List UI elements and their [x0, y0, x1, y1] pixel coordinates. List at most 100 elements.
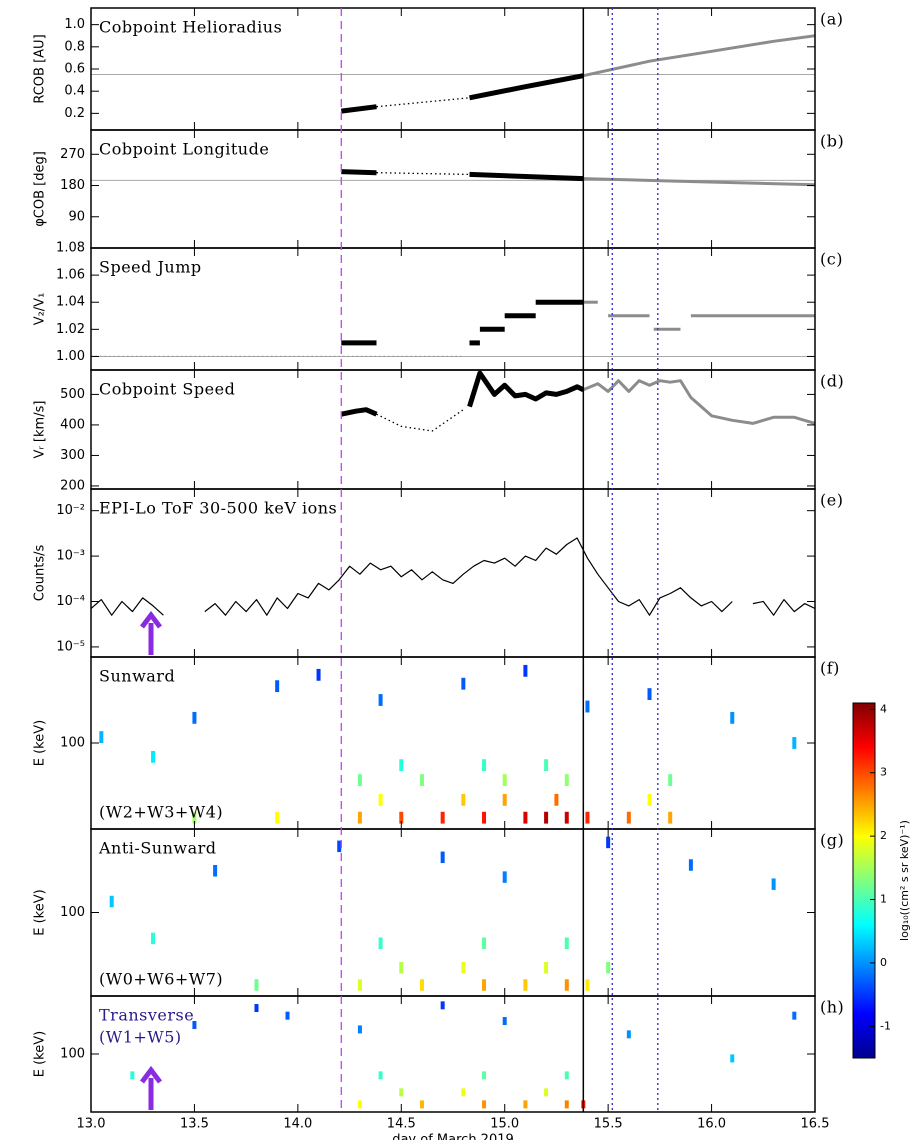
spectrogram-cell	[151, 750, 156, 763]
data-line	[583, 177, 815, 187]
panel-frame	[90, 995, 816, 1113]
spectrogram-cell	[357, 774, 362, 786]
spectrogram-cell	[399, 811, 404, 824]
panel-subtitle: (W1+W5)	[99, 1028, 182, 1047]
colorbar-tick-label: 4	[880, 702, 887, 715]
y-tick-label: 180	[60, 178, 85, 193]
y-tick-label: 10⁻³	[56, 549, 85, 564]
y-axis-label: RCOB [AU]	[33, 34, 48, 103]
spectrogram-cell	[564, 774, 569, 786]
spectrogram-cell	[502, 871, 507, 883]
spectrogram-cell	[564, 1100, 569, 1109]
spectrogram-cell	[461, 1088, 466, 1097]
y-tick-label: 10⁻²	[56, 503, 85, 518]
y-tick-label: 0.8	[64, 39, 85, 54]
y-tick-label: 500	[60, 387, 85, 402]
spectrogram-cell	[482, 759, 487, 772]
spectrogram-cell	[482, 979, 487, 991]
x-tick-label: 16.0	[697, 1117, 726, 1132]
spectrogram-cell	[192, 711, 197, 724]
plot-area	[91, 34, 815, 114]
spectrogram-cell	[357, 811, 362, 824]
spectrogram-cell	[399, 759, 404, 772]
data-line	[582, 379, 815, 425]
y-tick-label: 1.04	[56, 295, 85, 310]
spectrogram-cell	[502, 774, 507, 786]
spectrogram-cell	[285, 1011, 290, 1020]
spectrogram-cell	[647, 793, 652, 806]
panel: 90 180 270 φCOB [deg] (b) Cobpoint Longitude	[33, 129, 844, 249]
spectrogram-cell	[399, 961, 404, 974]
y-tick-label: 100	[60, 1047, 85, 1062]
y-tick-label: 100	[60, 905, 85, 920]
spectrogram-cell	[544, 1088, 549, 1097]
colorbar	[852, 702, 876, 1059]
spectrogram-cell	[647, 688, 652, 700]
y-tick-label: 0.4	[64, 84, 85, 99]
y-tick-label: 1.08	[56, 241, 85, 256]
colorbar-label: log₁₀((cm² s sr keV)⁻¹)	[898, 820, 911, 941]
arrow	[140, 610, 162, 655]
spectrogram-cell	[419, 1100, 424, 1109]
spectrogram-cell	[316, 668, 321, 681]
spectrogram-cell	[564, 1071, 569, 1080]
y-axis-label: Counts/s	[33, 545, 48, 602]
spectrogram-cell	[99, 731, 104, 743]
spectrogram-cell	[399, 1088, 404, 1097]
plot-area	[340, 370, 815, 432]
plot-area	[130, 1001, 797, 1109]
panel-subtitle: (W0+W6+W7)	[99, 970, 223, 989]
panel-label: (c)	[820, 250, 843, 269]
spectrogram-cell	[461, 793, 466, 806]
plot-area	[91, 537, 815, 616]
panel: 100 E (keV) (f) Sunward (W2+W3+W4)	[33, 656, 839, 830]
panel: 200 300 400 500 Vᵣ [km/s] (d) Cobpoint Speed	[33, 369, 844, 493]
plot-area	[109, 836, 776, 991]
data-line	[341, 169, 377, 176]
spectrogram-cell	[771, 878, 776, 890]
spectrogram-cell	[544, 759, 549, 772]
spectrogram-cell	[275, 811, 280, 824]
spectrogram-cell	[544, 811, 549, 824]
spectrogram-cell	[523, 1100, 528, 1109]
spectrogram-cell	[585, 979, 590, 991]
data-line	[91, 537, 815, 616]
spectrogram-cell	[192, 1021, 197, 1029]
panel-label: (g)	[820, 831, 844, 850]
y-tick-label: 100	[60, 736, 85, 751]
panel-label: (h)	[820, 998, 844, 1017]
spectrogram-cell	[482, 811, 487, 824]
spectrogram-cell	[461, 961, 466, 974]
spectrogram-cell	[730, 1054, 735, 1063]
spectrogram-cell	[606, 836, 611, 849]
spectrogram-cell	[192, 811, 197, 824]
panel-title: Cobpoint Speed	[99, 380, 235, 399]
y-tick-label: 0.2	[64, 106, 85, 121]
panel-title: Speed Jump	[99, 258, 202, 277]
y-tick-label: 1.06	[56, 268, 85, 283]
x-tick-label: 15.5	[594, 1117, 623, 1132]
spectrogram-cell	[419, 979, 424, 991]
plot-area	[91, 169, 815, 187]
colorbar-tick-label: -1	[880, 1019, 891, 1032]
colorbar-tick-label: 2	[880, 829, 887, 842]
x-axis-label: day of March 2019	[392, 1133, 514, 1140]
panel-label: (e)	[820, 491, 843, 510]
spectrogram-cell	[213, 865, 218, 877]
spectrogram-cell	[461, 677, 466, 690]
spectrogram-cell	[357, 1100, 362, 1109]
y-axis-label: Vᵣ [km/s]	[33, 401, 48, 459]
colorbar-tick-label: 3	[880, 766, 887, 779]
spectrogram-cell	[564, 937, 569, 950]
data-line	[376, 172, 470, 176]
spectrogram-cell	[482, 937, 487, 950]
y-tick-label: 10⁻⁵	[56, 639, 85, 654]
panel: 100 E (keV) (h) Transverse (W1+W5) 13.0 13.5 14…	[33, 995, 844, 1140]
panel-title: Cobpoint Longitude	[99, 140, 269, 159]
spectrogram-cell	[440, 811, 445, 824]
panel-subtitle: (W2+W3+W4)	[99, 803, 223, 822]
spectrogram-cell	[378, 793, 383, 806]
y-tick-label: 90	[68, 209, 85, 224]
data-line	[467, 370, 585, 408]
